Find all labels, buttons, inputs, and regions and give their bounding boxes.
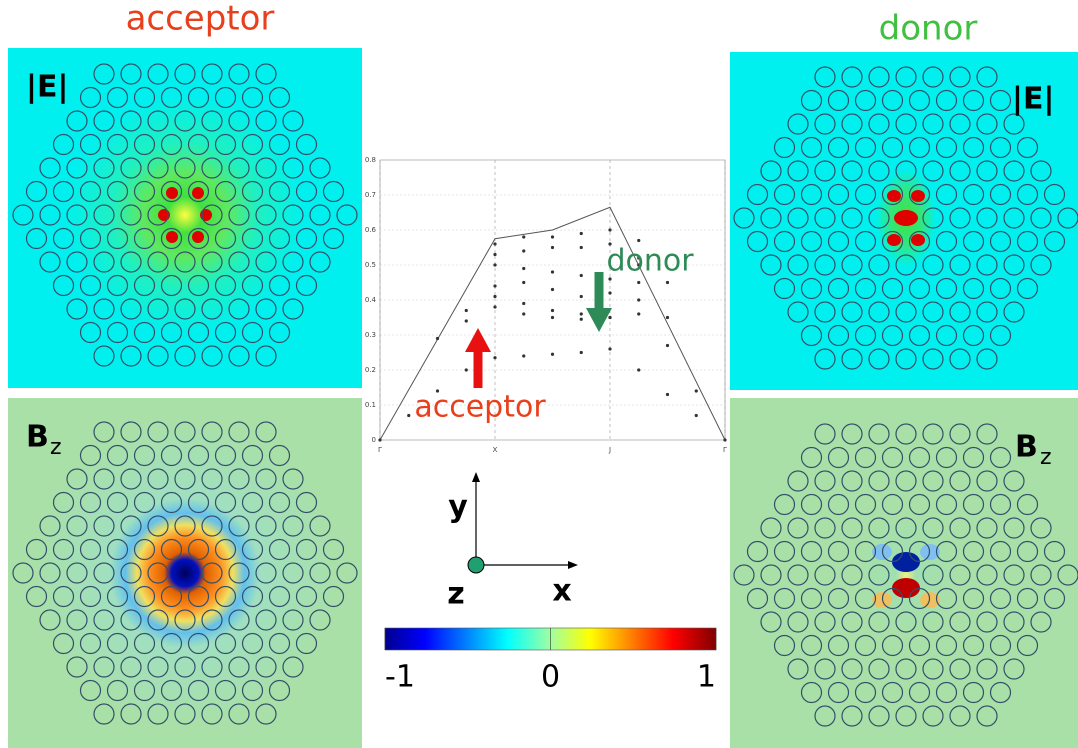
band-point [637, 281, 640, 284]
band-point [580, 274, 583, 277]
b-label: B [26, 420, 49, 455]
band-point [637, 312, 640, 315]
band-point [493, 356, 496, 359]
x-tick-label: J [608, 446, 611, 454]
y-tick-label: 0.4 [365, 296, 377, 304]
y-tick-label: 0.7 [365, 191, 376, 199]
band-point [522, 302, 525, 305]
band-point [580, 232, 583, 235]
band-point [551, 309, 554, 312]
band-point [493, 305, 496, 308]
band-point [522, 267, 525, 270]
band-point [608, 347, 611, 350]
band-point [465, 319, 468, 322]
band-point [695, 414, 698, 417]
b-sub-label: z [1040, 445, 1052, 470]
band-point [436, 337, 439, 340]
y-tick-label: 0.5 [365, 261, 376, 269]
band-point [493, 253, 496, 256]
band-point [493, 242, 496, 245]
band-point [522, 281, 525, 284]
y-tick-label: 0.2 [365, 366, 376, 374]
band-point [465, 368, 468, 371]
band-point [551, 288, 554, 291]
band-point [580, 312, 583, 315]
band-point [608, 228, 611, 231]
band-point [551, 316, 554, 319]
band-point [580, 318, 583, 321]
band-point [637, 239, 640, 242]
colorbar-tick-label: -1 [385, 660, 415, 695]
annotation: donor [606, 244, 694, 279]
band-point [522, 354, 525, 357]
band-point [580, 295, 583, 298]
band-point [378, 438, 381, 441]
band-point [608, 291, 611, 294]
band-point [522, 235, 525, 238]
band-point [522, 249, 525, 252]
y-label: y [448, 490, 468, 525]
acceptor-title: acceptor [126, 0, 275, 39]
b-label: B [1015, 430, 1038, 465]
band-point [666, 344, 669, 347]
y-tick-label: 0.6 [365, 226, 377, 234]
band-point [637, 298, 640, 301]
x-tick-label: Γ [723, 446, 727, 454]
b-sub-label: z [50, 435, 62, 460]
band-point [493, 284, 496, 287]
band-point [493, 295, 496, 298]
band-point [522, 312, 525, 315]
x-tick-label: Γ [378, 446, 382, 454]
band-point [637, 368, 640, 371]
band-point [465, 309, 468, 312]
band-point [666, 316, 669, 319]
z-label: z [447, 577, 464, 612]
band-point [407, 414, 410, 417]
band-point [551, 235, 554, 238]
band-point [580, 351, 583, 354]
x-label: x [552, 574, 571, 609]
band-point [580, 246, 583, 249]
e-label: |E| [1012, 82, 1054, 117]
band-point [551, 246, 554, 249]
figure: acceptor donor |E| |E| B z B z 0 0.1 0.2 0.… [0, 0, 1078, 748]
axes-sketch: y x z [447, 472, 578, 612]
annotation: acceptor [414, 390, 546, 425]
band-point [666, 281, 669, 284]
y-tick-label: 0.8 [365, 156, 376, 164]
band-point [551, 270, 554, 273]
band-point [493, 263, 496, 266]
band-point [666, 393, 669, 396]
x-tick-label: X [493, 446, 498, 454]
band-point [723, 438, 726, 441]
y-tick-label: 0.3 [365, 331, 376, 339]
y-tick-label: 0.1 [365, 401, 376, 409]
band-point [608, 316, 611, 319]
e-label: |E| [26, 70, 68, 105]
colorbar-tick-label: 0 [541, 660, 560, 695]
band-point [551, 353, 554, 356]
donor-title: donor [879, 9, 978, 49]
y-tick-label: 0 [372, 436, 376, 444]
band-point [695, 389, 698, 392]
colorbar-tick-label: 1 [697, 660, 716, 695]
